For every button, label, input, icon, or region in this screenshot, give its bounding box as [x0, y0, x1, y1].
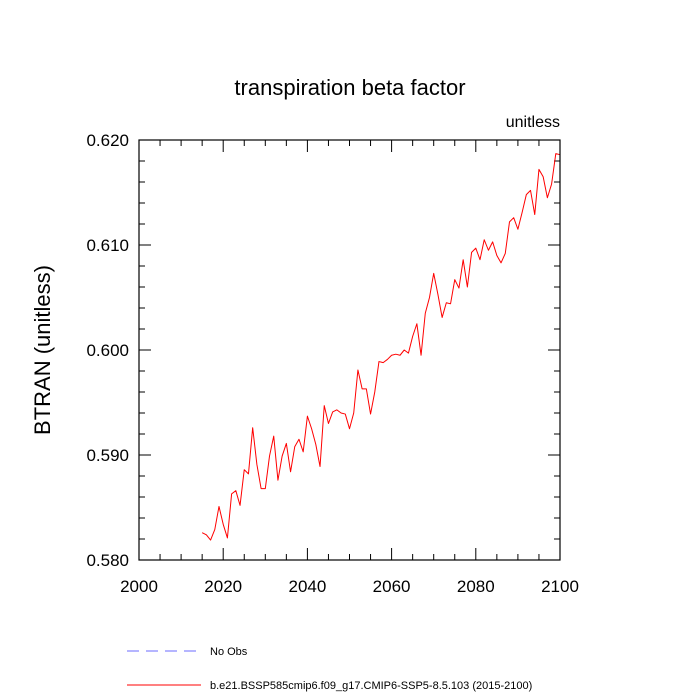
- legend: No Obs b.e21.BSSP585cmip6.f09_g17.CMIP6-S…: [127, 646, 532, 692]
- plot-frame: [138, 139, 561, 561]
- chart-title: transpiration beta factor: [234, 75, 465, 100]
- y-tick-label: 0.590: [86, 446, 129, 465]
- y-tick-label: 0.600: [86, 341, 129, 360]
- x-tick-label: 2080: [457, 577, 495, 596]
- y-tick-label: 0.610: [86, 236, 129, 255]
- series-lines: [201, 153, 561, 541]
- y-axis-label: BTRAN (unitless): [30, 265, 55, 435]
- legend-label-1: b.e21.BSSP585cmip6.f09_g17.CMIP6-SSP5-8.…: [210, 680, 532, 692]
- axis-ticks: [138, 139, 561, 561]
- x-tick-label: 2100: [541, 577, 579, 596]
- legend-label-0: No Obs: [210, 646, 248, 658]
- x-tick-label: 2060: [373, 577, 411, 596]
- x-tick-label: 2040: [288, 577, 326, 596]
- x-tick-label: 2020: [204, 577, 242, 596]
- axis-tick-labels: 2000 2020 2040 2060 2080 2100 0.580 0.590 0.600 0…: [86, 131, 578, 596]
- units-label: unitless: [506, 114, 560, 131]
- y-tick-label: 0.620: [86, 131, 129, 150]
- y-tick-label: 0.580: [86, 551, 129, 570]
- series-line-1: [201, 153, 561, 541]
- x-tick-label: 2000: [120, 577, 158, 596]
